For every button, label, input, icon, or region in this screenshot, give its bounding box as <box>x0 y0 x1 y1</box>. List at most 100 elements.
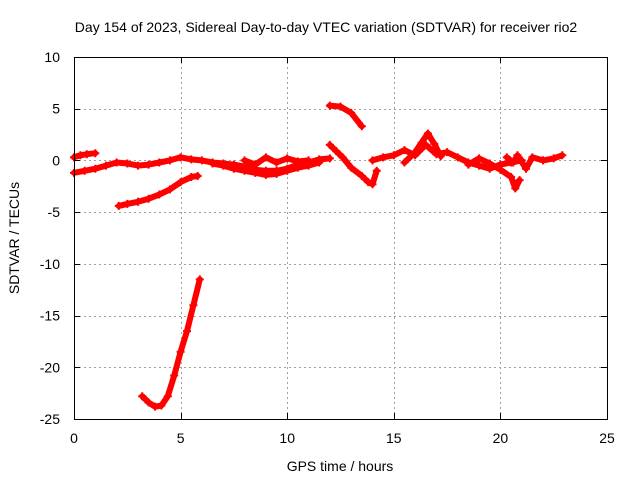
data-point <box>357 171 366 180</box>
data-point <box>379 153 388 162</box>
data-point <box>176 347 185 356</box>
x-tick-label: 15 <box>386 430 402 446</box>
data-point <box>315 158 324 167</box>
x-tick-label: 20 <box>493 430 509 446</box>
data-point <box>123 159 132 168</box>
data-point <box>372 166 381 175</box>
data-point <box>155 158 164 167</box>
y-axis-label: SDTVAR / TECUs <box>6 182 22 294</box>
data-point <box>515 176 524 185</box>
data-point <box>325 154 334 163</box>
x-tick-label: 25 <box>599 430 615 446</box>
series-arc-7 <box>326 102 365 130</box>
data-point <box>195 275 204 284</box>
data-point <box>509 158 518 167</box>
data-point <box>208 159 217 168</box>
data-point <box>417 138 426 147</box>
data-point <box>133 197 142 206</box>
data-point <box>502 153 511 162</box>
series-arc-4 <box>139 276 203 410</box>
data-point <box>511 184 520 193</box>
data-point <box>123 199 132 208</box>
data-point <box>144 160 153 169</box>
data-point <box>528 153 537 162</box>
data-point <box>151 402 160 411</box>
data-point <box>165 156 174 165</box>
plot-border <box>74 57 608 420</box>
data-point <box>283 154 292 163</box>
data-point <box>91 149 100 158</box>
x-axis-label: GPS time / hours <box>287 458 394 474</box>
data-point <box>338 153 347 162</box>
x-tick-label: 10 <box>279 430 295 446</box>
data-point <box>144 398 153 407</box>
data-point <box>293 157 302 166</box>
data-point <box>76 151 85 160</box>
data-point <box>507 172 516 181</box>
data-point <box>240 166 249 175</box>
data-point <box>272 158 281 167</box>
data-point <box>400 158 409 167</box>
data-point <box>558 151 567 160</box>
data-point <box>347 163 356 172</box>
data-point <box>251 160 260 169</box>
y-tick-label: 0 <box>52 152 60 168</box>
data-point <box>189 301 198 310</box>
data-point <box>219 161 228 170</box>
y-tick-label: 5 <box>52 101 60 117</box>
data-point <box>357 122 366 131</box>
data-point <box>513 151 522 160</box>
axis-ticks: 0 5 10 15 20 25 -25 -20 -15 -10 -5 0 5 10 <box>40 49 615 446</box>
y-tick-label: -25 <box>40 411 60 427</box>
data-point <box>325 101 334 110</box>
data-point <box>229 164 238 173</box>
data-point <box>157 401 166 410</box>
y-tick-label: -10 <box>40 256 60 272</box>
data-point <box>82 150 91 159</box>
data-point <box>101 161 110 170</box>
data-point <box>485 159 494 168</box>
y-tick-label: -20 <box>40 359 60 375</box>
data-point <box>347 108 356 117</box>
data-point <box>251 168 260 177</box>
data-point <box>144 194 153 203</box>
data-point <box>261 153 270 162</box>
data-point <box>364 178 373 187</box>
x-tick-label: 5 <box>177 430 185 446</box>
data-point <box>283 166 292 175</box>
data-point <box>261 170 270 179</box>
data-point <box>187 155 196 164</box>
y-tick-label: 10 <box>44 49 60 65</box>
chart-title: Day 154 of 2023, Sidereal Day-to-day VTE… <box>75 19 578 35</box>
data-point <box>138 392 147 401</box>
data-point <box>411 148 420 157</box>
data-point <box>521 164 530 173</box>
data-point <box>436 152 445 161</box>
series-arc-10 <box>401 130 444 166</box>
data-point <box>336 102 345 111</box>
data-point <box>114 201 123 210</box>
data-point <box>332 147 341 156</box>
data-point <box>464 160 473 169</box>
data-point <box>91 164 100 173</box>
data-point <box>112 158 121 167</box>
data-point <box>272 169 281 178</box>
data-point <box>170 371 179 380</box>
data-point <box>133 161 142 170</box>
data-point <box>475 161 484 170</box>
data-point <box>539 156 548 165</box>
data-point <box>453 153 462 162</box>
data-point <box>368 180 377 189</box>
x-tick-label: 0 <box>70 430 78 446</box>
data-point <box>475 154 484 163</box>
data-point <box>193 171 202 180</box>
data-point <box>423 129 432 138</box>
data-point <box>368 156 377 165</box>
data-point <box>176 178 185 187</box>
data-point <box>197 156 206 165</box>
data-point <box>182 327 191 336</box>
data-point <box>187 172 196 181</box>
data-point <box>240 156 249 165</box>
data-point <box>165 185 174 194</box>
